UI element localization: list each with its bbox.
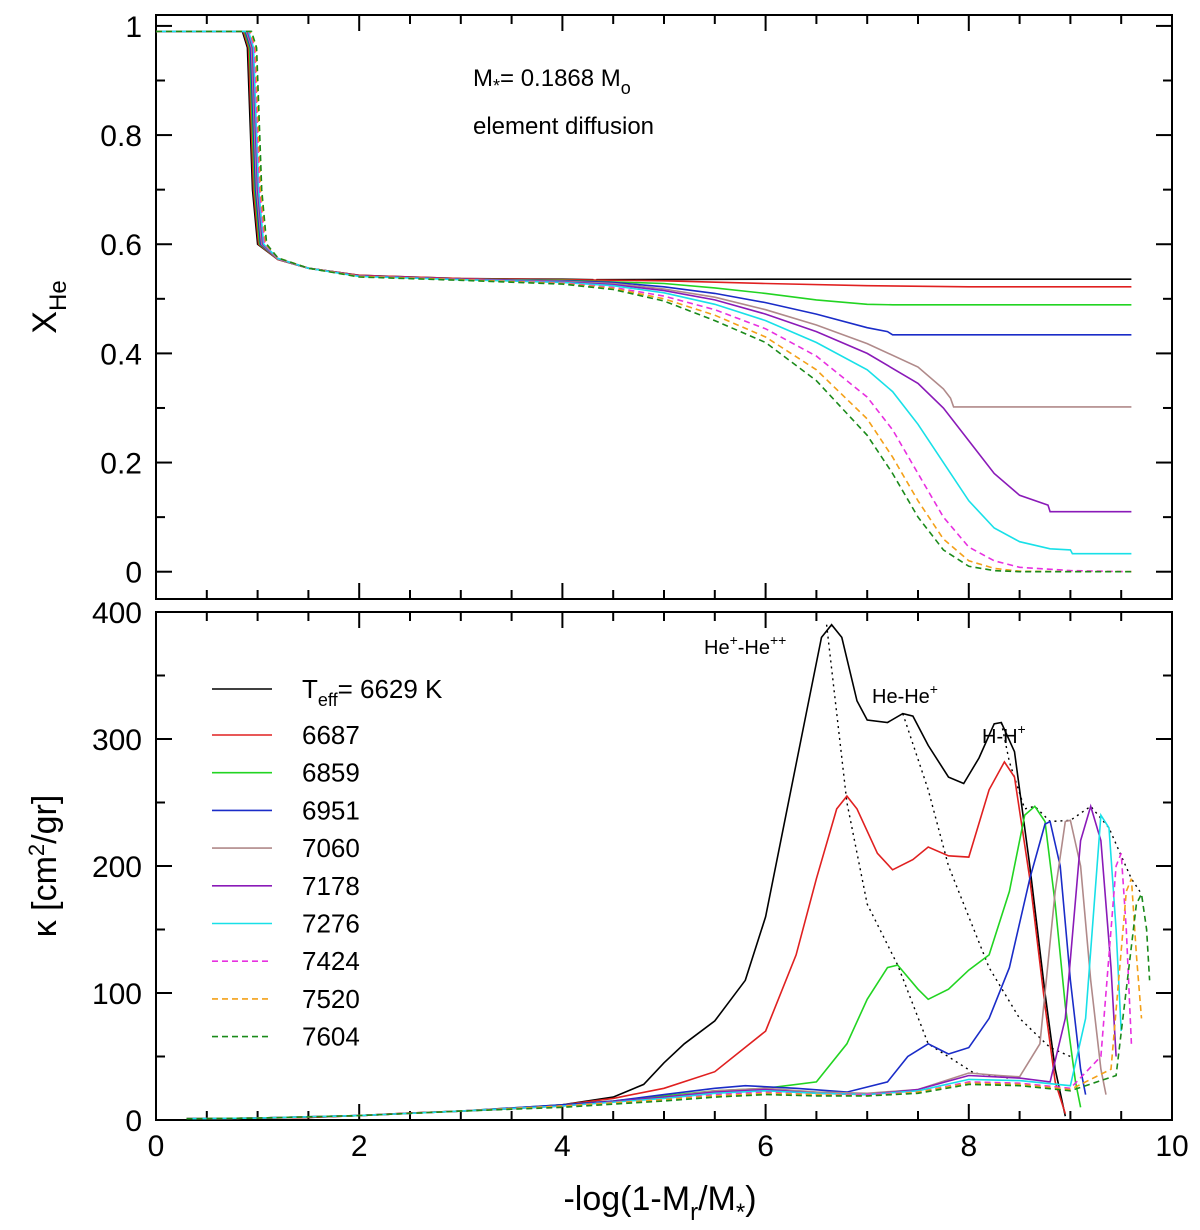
bottom-y-tick-label: 0 xyxy=(125,1105,142,1138)
legend-label-7520: 7520 xyxy=(302,984,360,1014)
legend-title: Teff= 6629 K xyxy=(302,674,443,710)
bottom-x-tick-label: 10 xyxy=(1155,1130,1188,1163)
top-y-tick-label: 0.6 xyxy=(100,229,142,262)
top-y-tick-label: 0 xyxy=(125,557,142,590)
x-axis-title-mid: /M xyxy=(698,1180,736,1218)
bottom-series-lines xyxy=(186,623,1151,1120)
top-y-tick-label: 0.2 xyxy=(100,448,142,481)
annotation-he-plus-sup1: + xyxy=(730,632,738,648)
top-series-line-7178 xyxy=(156,30,1132,513)
legend-title-prefix: T xyxy=(302,674,318,704)
bottom-x-tick-label: 0 xyxy=(148,1130,165,1163)
top-series-line-7060 xyxy=(156,30,1132,408)
bottom-series-line-7604 xyxy=(186,891,1151,1120)
top-y-axis-title-sub: He xyxy=(45,280,72,311)
top-panel: 0 0.2 0.4 0.6 0.8 1 XHe M*= 0.1868 Mo element… xyxy=(26,11,1173,600)
legend-label-7604: 7604 xyxy=(302,1022,360,1052)
bottom-y-tick-label: 200 xyxy=(92,851,142,884)
bottom-x-tick-label: 8 xyxy=(960,1130,977,1163)
annotation-h-h-a: H-H xyxy=(982,726,1018,748)
bottom-y-tick-label: 100 xyxy=(92,978,142,1011)
bottom-x-ticks: 0 2 4 6 8 10 xyxy=(148,612,1189,1163)
top-series-line-7604 xyxy=(156,30,1132,573)
mass-annotation-sub2: o xyxy=(621,78,631,98)
diffusion-annotation: element diffusion xyxy=(473,113,654,140)
bottom-x-tick-label: 4 xyxy=(554,1130,571,1163)
top-y-tick-label: 0.8 xyxy=(100,120,142,153)
bottom-y-axis-title-sup: 2 xyxy=(24,844,49,856)
top-y-ticks: 0 0.2 0.4 0.6 0.8 1 xyxy=(100,11,1172,590)
legend-entries: 6687 6859 6951 7060 7178 7276 7424 7520 7604 xyxy=(212,720,360,1052)
bottom-dotted-track-2 xyxy=(902,713,1071,1058)
legend-label-7178: 7178 xyxy=(302,871,360,901)
top-series-line-6629 xyxy=(156,30,1132,287)
top-series-line-7520 xyxy=(156,30,1132,573)
x-axis-title-pre: -log(1-M xyxy=(563,1180,690,1218)
annotation-he-he-sup: + xyxy=(930,681,938,697)
top-plot-frame xyxy=(155,14,1173,600)
annotation-h-h-sup: + xyxy=(1018,721,1026,737)
bottom-y-axis-title-end: /gr] xyxy=(26,795,64,844)
legend-label-6859: 6859 xyxy=(302,758,360,788)
top-series-line-6859 xyxy=(156,30,1132,306)
top-series-lines xyxy=(156,30,1132,573)
top-y-tick-label: 0.4 xyxy=(100,338,142,371)
mass-annotation-text: = 0.1868 M xyxy=(500,65,621,92)
legend-label-6687: 6687 xyxy=(302,720,360,750)
bottom-y-ticks: 0 100 200 300 400 xyxy=(92,597,1172,1138)
bottom-y-tick-label: 300 xyxy=(92,724,142,757)
x-axis-title-end: ) xyxy=(745,1180,756,1218)
mass-annotation-prefix: M xyxy=(473,65,493,92)
top-x-ticks xyxy=(155,15,1173,599)
legend: Teff= 6629 K 6687 6859 6951 7060 7178 7276 742… xyxy=(212,674,443,1052)
bottom-x-tick-label: 2 xyxy=(351,1130,368,1163)
legend-label-7276: 7276 xyxy=(302,909,360,939)
top-y-axis-title: XHe xyxy=(26,280,72,333)
top-series-line-7424 xyxy=(156,30,1132,573)
mass-annotation-sub: * xyxy=(493,76,500,96)
annotation-he-plus-a: He xyxy=(704,637,730,659)
legend-title-sub: eff xyxy=(318,690,339,710)
bottom-y-axis-title-main: κ [cm xyxy=(26,856,64,937)
annotation-h-h-plus: H-H+ xyxy=(982,721,1026,748)
legend-label-6951: 6951 xyxy=(302,795,360,825)
top-y-tick-label: 1 xyxy=(125,11,142,44)
legend-label-7060: 7060 xyxy=(302,833,360,863)
annotation-he-plus-b: -He xyxy=(738,637,770,659)
annotation-he-plus-sup2: ++ xyxy=(770,632,786,648)
annotation-he-he-plus: He-He+ xyxy=(872,681,938,708)
annotation-he-he-a: He-He xyxy=(872,686,930,708)
mass-annotation: M*= 0.1868 Mo xyxy=(473,65,631,98)
x-axis-title: -log(1-Mr/M*) xyxy=(563,1180,756,1226)
annotation-he-plus-he-plusplus: He+-He++ xyxy=(704,632,786,659)
bottom-y-tick-label: 400 xyxy=(92,597,142,630)
bottom-series-line-6951 xyxy=(186,820,1087,1120)
legend-label-7424: 7424 xyxy=(302,946,360,976)
legend-title-suffix: = 6629 K xyxy=(338,674,443,704)
x-axis-title-sub2: * xyxy=(736,1199,745,1226)
top-series-line-6687 xyxy=(156,30,1132,288)
top-y-axis-title-main: X xyxy=(26,311,64,334)
bottom-y-axis-title: κ [cm2/gr] xyxy=(24,795,64,938)
bottom-x-tick-label: 6 xyxy=(757,1130,774,1163)
x-axis-title-sub: r xyxy=(690,1199,698,1226)
